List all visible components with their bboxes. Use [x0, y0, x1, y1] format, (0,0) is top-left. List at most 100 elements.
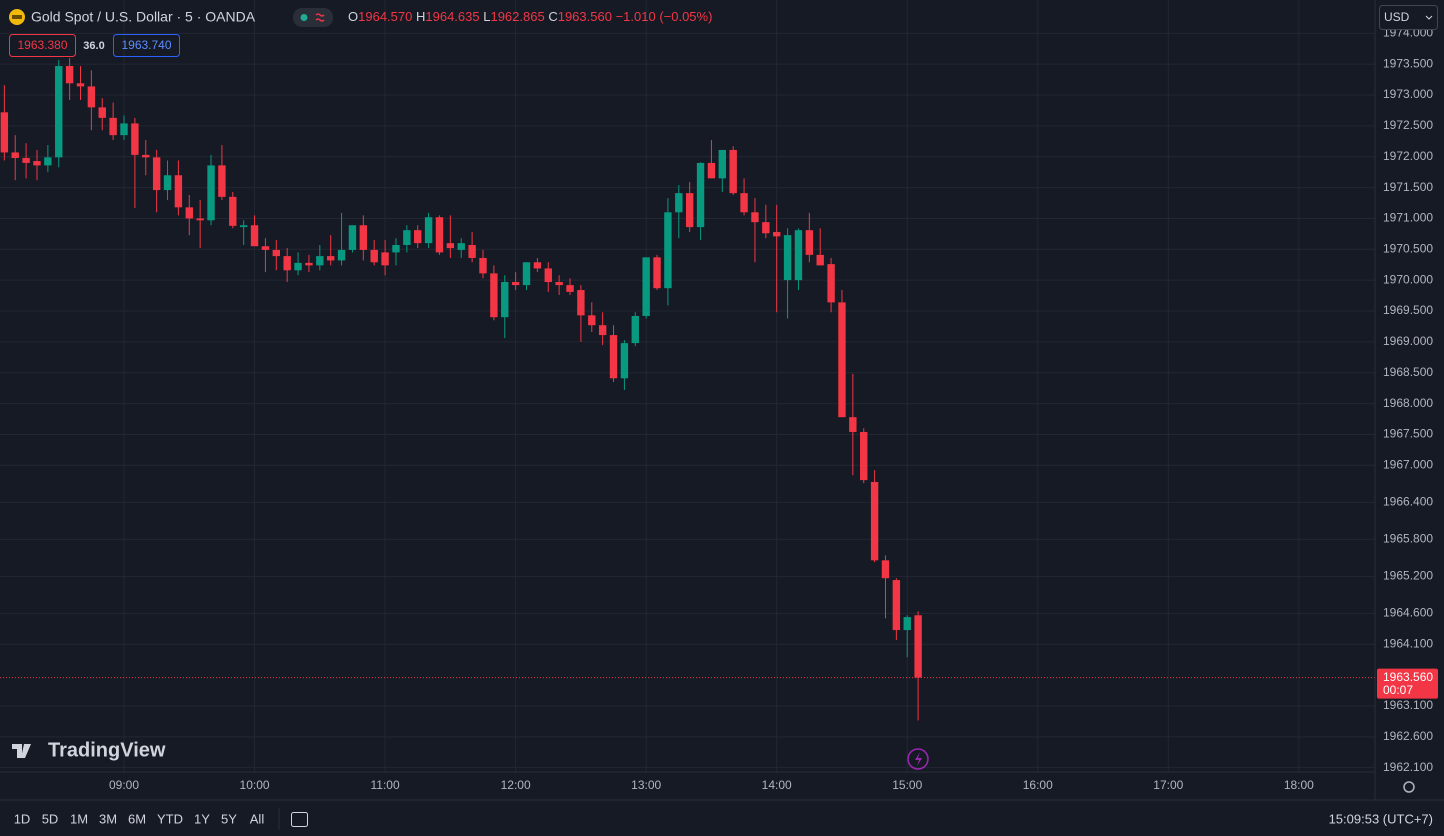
range-toolbar: 1D 5D 1M 3M 6M YTD 1Y 5Y All [14, 811, 265, 826]
event-icon [915, 752, 922, 766]
ohlc-value: 1964.635 [425, 9, 479, 24]
candle-body [403, 230, 411, 245]
candle-body [685, 193, 694, 228]
bid-box[interactable] [9, 34, 76, 57]
candle-body [740, 193, 748, 213]
candle-body [773, 232, 781, 237]
candle-body [294, 262, 302, 271]
event-marker[interactable] [907, 748, 929, 770]
range-button[interactable]: 5D [42, 811, 59, 826]
candle-body [729, 149, 737, 194]
candle-body [22, 157, 30, 163]
candle-body [163, 175, 172, 191]
candle-body [359, 225, 368, 250]
y-tick-label: 1971.000 [1383, 211, 1433, 225]
clock: 15:09:53 (UTC+7) [1329, 811, 1433, 826]
currency: USD [1384, 10, 1410, 24]
symbol-title[interactable]: Gold Spot / U.S. Dollar · 5 · OANDA [31, 9, 256, 25]
ohlc-key: H [416, 9, 425, 24]
ask-price: 1963.740 [121, 38, 171, 52]
candle-body [65, 66, 74, 84]
candle-body [381, 252, 389, 266]
brand-logo [12, 744, 31, 758]
candle-body [446, 243, 455, 249]
range-button[interactable]: 1Y [194, 811, 210, 826]
candle-body [751, 212, 759, 223]
candle-body [120, 123, 128, 136]
candle-body [511, 282, 520, 286]
candle-body [783, 235, 792, 281]
candle-body [196, 218, 204, 221]
candle-body [185, 207, 193, 219]
candle-body [174, 175, 183, 208]
y-tick-label: 1969.000 [1383, 334, 1433, 348]
candle-body [131, 123, 139, 155]
goto-date-button[interactable] [291, 812, 308, 827]
ask-box[interactable] [113, 34, 180, 57]
ohlc-value: 1964.570 [358, 9, 412, 24]
y-tick-label: 1968.500 [1383, 365, 1433, 379]
y-tick-label: 1963.100 [1383, 698, 1433, 712]
candle-body [555, 282, 563, 286]
range-button[interactable]: 1D [14, 811, 31, 826]
candle-body [316, 256, 324, 266]
status-pill[interactable] [293, 8, 333, 27]
y-tick-label: 1967.000 [1383, 457, 1433, 471]
y-tick-label: 1973.500 [1383, 56, 1433, 70]
grid-layer [0, 0, 1375, 772]
y-tick-label: 1962.600 [1383, 729, 1433, 743]
y-tick-label: 1964.600 [1383, 606, 1433, 620]
candle-body [707, 162, 716, 179]
settings-button[interactable] [1403, 781, 1415, 793]
candle-body [76, 83, 85, 87]
candle-body [620, 343, 629, 379]
range-button[interactable]: All [250, 811, 265, 826]
candle-body [914, 615, 922, 678]
ohlc-value: 1962.865 [490, 9, 544, 24]
candle-body [272, 249, 281, 257]
countdown: 00:07 [1383, 683, 1413, 697]
axis-layer: 1974.0001973.5001973.0001972.5001972.000… [109, 25, 1438, 792]
candle-body [870, 481, 879, 561]
y-tick-label: 1973.000 [1383, 87, 1433, 101]
ohlc-key: L [483, 9, 490, 24]
range-button[interactable]: 5Y [221, 811, 237, 826]
candle-body [283, 256, 291, 271]
data-delay-icon [315, 13, 325, 22]
candle-body [653, 257, 661, 289]
range-button[interactable]: 6M [128, 811, 146, 826]
candle-body [370, 249, 378, 263]
candle-body [348, 225, 357, 250]
y-tick-label: 1965.200 [1383, 569, 1433, 583]
range-button[interactable]: 1M [70, 811, 88, 826]
x-tick-label: 11:00 [371, 778, 400, 792]
y-tick-label: 1970.500 [1383, 241, 1433, 255]
x-tick-label: 17:00 [1153, 778, 1183, 792]
range-button[interactable]: YTD [157, 811, 183, 826]
range-button[interactable]: 3M [99, 811, 117, 826]
candle-body [250, 225, 259, 247]
candle-body [109, 117, 117, 136]
last-price-label: 1963.560 [1383, 670, 1433, 684]
x-tick-label: 13:00 [631, 778, 661, 792]
symbol-logo-bars [12, 15, 22, 19]
candle-body [675, 193, 683, 213]
y-tick-label: 1972.500 [1383, 118, 1433, 132]
candle-body [609, 335, 618, 379]
candle-body [892, 580, 901, 631]
candle-body [305, 262, 313, 266]
candle-body [207, 165, 215, 221]
candle-body [424, 217, 433, 244]
y-tick-label: 1966.400 [1383, 494, 1433, 508]
last-price-badge [1377, 668, 1438, 699]
x-tick-label: 14:00 [762, 778, 792, 792]
candle-body [33, 161, 41, 166]
x-tick-label: 12:00 [501, 778, 531, 792]
market-open-dot [300, 14, 308, 21]
currency-selector[interactable] [1379, 5, 1438, 30]
candle-body [544, 268, 552, 283]
x-tick-label: 09:00 [109, 778, 139, 792]
change: −1.010 (−0.05%) [616, 9, 713, 24]
